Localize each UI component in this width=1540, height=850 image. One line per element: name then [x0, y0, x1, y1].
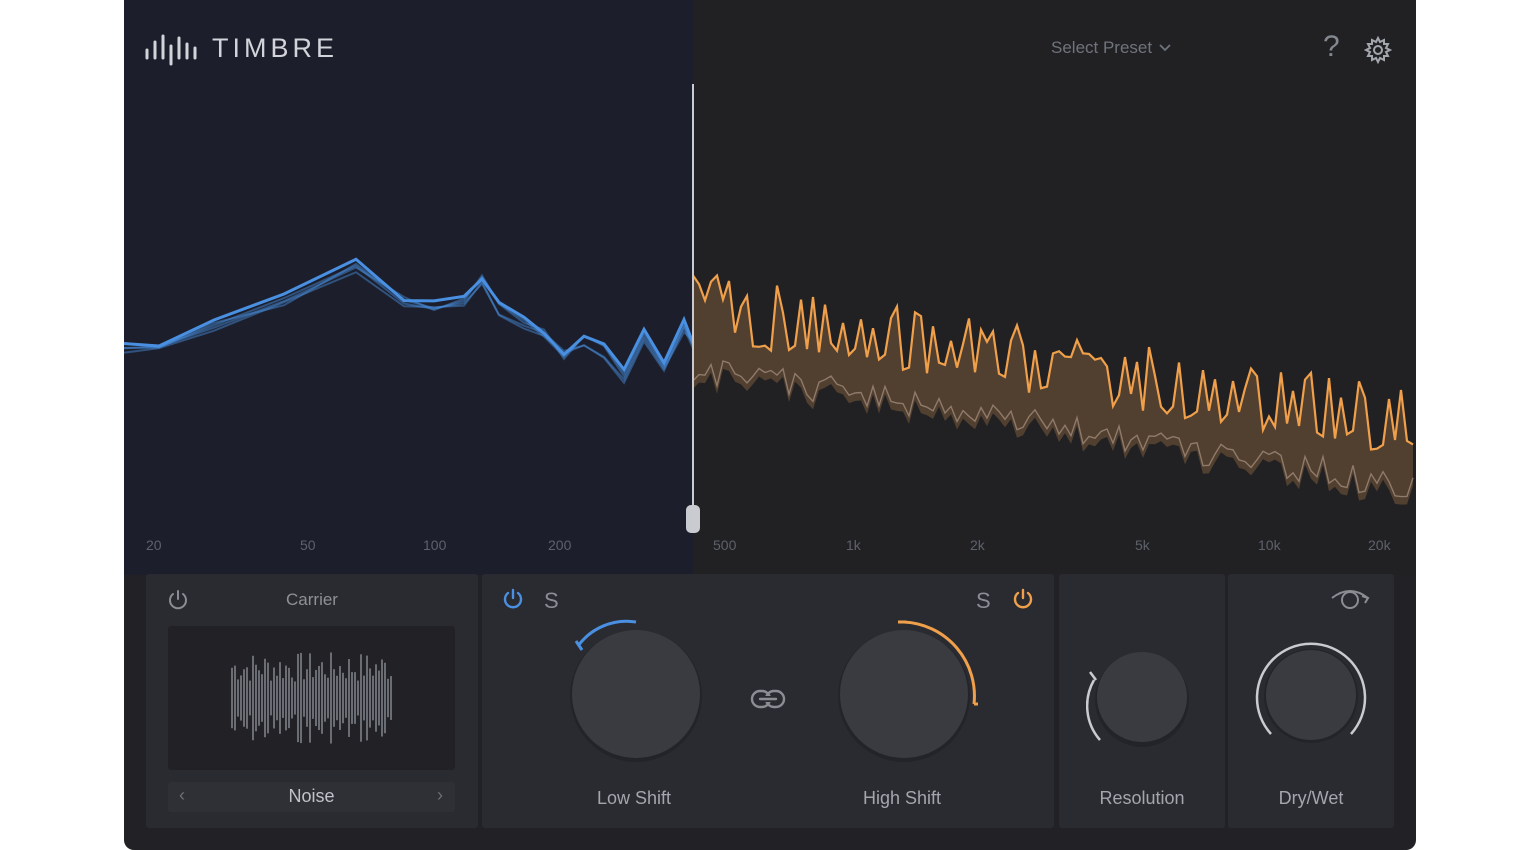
carrier-waveform-display [168, 626, 455, 770]
frequency-label: 20k [1368, 537, 1391, 553]
dry-wet-knob[interactable] [1255, 640, 1367, 752]
waveform-logo-icon [145, 34, 197, 66]
high-power-icon[interactable] [1011, 587, 1035, 611]
high-shift-knob[interactable] [830, 614, 978, 764]
shift-panel: S S Low Shift High Shift [482, 574, 1054, 828]
app-title: TIMBRE [212, 32, 339, 63]
low-solo-button[interactable]: S [544, 588, 559, 613]
link-icon[interactable] [750, 688, 786, 710]
frequency-label: 500 [713, 537, 737, 553]
carrier-panel: Carrier ‹ Noise › [146, 574, 478, 828]
carrier-source-label: Noise [288, 786, 335, 806]
low-shift-knob[interactable] [562, 614, 710, 764]
frequency-label: 200 [548, 537, 572, 553]
carrier-source-selector: ‹ Noise › [168, 782, 455, 812]
carrier-prev-button[interactable]: ‹ [179, 785, 185, 805]
carrier-title: Carrier [286, 590, 338, 609]
noise-waveform-icon [231, 652, 392, 744]
frequency-label: 2k [970, 537, 985, 553]
resolution-label: Resolution [1099, 788, 1185, 808]
low-power-icon[interactable] [501, 587, 525, 611]
preset-dropdown[interactable]: Select Preset [1051, 38, 1172, 58]
frequency-label: 50 [300, 537, 316, 553]
chevron-down-icon [1159, 44, 1171, 52]
dry-wet-label: Dry/Wet [1278, 788, 1344, 808]
frequency-label: 100 [423, 537, 447, 553]
frequency-label: 1k [846, 537, 861, 553]
power-icon[interactable] [166, 588, 190, 612]
preset-label: Select Preset [1051, 38, 1153, 57]
resolution-panel: Resolution [1059, 574, 1225, 828]
high-shift-label: High Shift [862, 788, 942, 808]
frequency-label: 20 [146, 537, 162, 553]
gear-icon[interactable] [1364, 36, 1392, 64]
dry-wet-panel: Dry/Wet [1228, 574, 1394, 828]
help-button[interactable]: ? [1323, 30, 1340, 63]
app-logo: TIMBRE [144, 30, 338, 66]
low-shift-label: Low Shift [596, 788, 672, 808]
spectrum-display [124, 84, 1414, 533]
crossover-handle[interactable] [686, 505, 700, 533]
low-band-region [124, 0, 693, 575]
high-solo-button[interactable]: S [976, 588, 991, 613]
timbre-plugin-window: 20 50 100 200 500 1k 2k 5k 10k 20k TIMBRE Select … [124, 0, 1416, 850]
frequency-label: 5k [1135, 537, 1150, 553]
loop-arrow-icon[interactable] [1330, 586, 1370, 612]
carrier-next-button[interactable]: › [437, 785, 443, 805]
frequency-label: 10k [1258, 537, 1281, 553]
resolution-knob[interactable] [1086, 644, 1198, 756]
